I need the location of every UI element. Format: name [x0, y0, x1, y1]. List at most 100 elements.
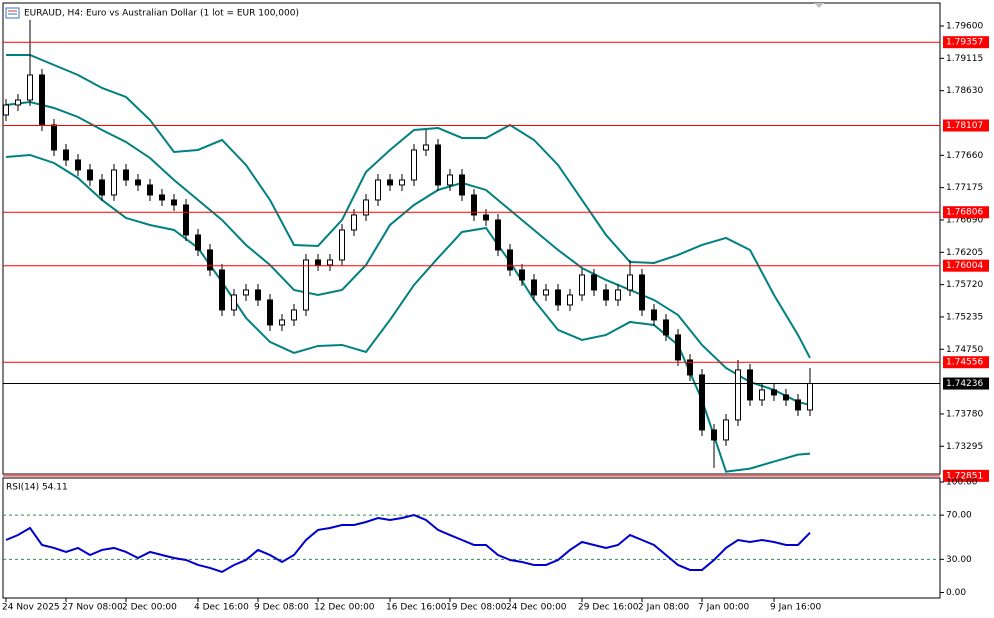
candle-body	[783, 394, 789, 401]
rsi-panel	[2, 477, 941, 599]
y-tick-label: 1.73295	[946, 442, 983, 452]
level-label-box	[943, 119, 989, 132]
level-label: 1.78107	[946, 121, 983, 131]
candle-body	[639, 274, 645, 311]
level-label: 1.76806	[946, 208, 983, 218]
y-tick-label: 1.73780	[946, 409, 983, 419]
candle-body	[279, 319, 285, 326]
y-tick-label: 1.74750	[946, 345, 983, 355]
candle-body	[63, 149, 69, 161]
level-label: 1.79357	[946, 38, 983, 48]
x-tick-label: 4 Dec 16:00	[194, 603, 249, 613]
candle-body	[123, 169, 129, 181]
candle-body	[351, 214, 357, 231]
y-tick-label: 0.00	[946, 588, 966, 598]
candle-body	[723, 419, 729, 441]
candle-body	[339, 229, 345, 261]
candle-body	[543, 289, 549, 296]
candle-body	[663, 319, 669, 336]
candle-body	[699, 374, 705, 431]
bollinger-upper	[6, 53, 811, 359]
x-tick-label: 24 Dec 00:00	[506, 603, 567, 613]
candle-body	[459, 174, 465, 196]
candle-body	[531, 279, 537, 296]
candle-body	[183, 204, 189, 236]
candle-body	[267, 299, 273, 326]
candle-body	[219, 269, 225, 311]
candle-body	[3, 104, 9, 116]
candle-body	[15, 99, 21, 106]
level-label-box	[943, 469, 989, 482]
current-price-box	[943, 377, 989, 390]
candle-body	[423, 144, 429, 151]
shift-marker	[814, 3, 824, 8]
y-tick-label: 1.75235	[946, 312, 983, 322]
x-tick-label: 2 Dec 00:00	[122, 603, 177, 613]
x-tick-label: 2 Jan 08:00	[638, 603, 690, 613]
current-price-label: 1.74236	[946, 379, 983, 389]
candle-body	[735, 369, 741, 421]
candle-body	[75, 159, 81, 171]
candle-body	[591, 274, 597, 291]
x-tick-label: 29 Dec 16:00	[578, 603, 639, 613]
y-tick-label: 1.77660	[946, 151, 983, 161]
candle-body	[147, 184, 153, 196]
candle-body	[399, 179, 405, 186]
y-tick-label: 70.00	[946, 511, 972, 521]
candle-body	[807, 383, 813, 411]
bollinger-middle	[5, 100, 811, 406]
candle-body	[411, 149, 417, 181]
candle-body	[375, 179, 381, 201]
candle-body	[99, 179, 105, 196]
candle-body	[747, 369, 753, 401]
candle-body	[51, 124, 57, 151]
main-panel	[2, 2, 941, 475]
x-tick-label: 24 Nov 2025	[2, 603, 60, 613]
candle-body	[711, 429, 717, 441]
y-tick-label: 100.00	[946, 478, 978, 488]
level-label-box	[943, 259, 989, 272]
level-label-box	[943, 36, 989, 49]
x-tick-label: 7 Jan 00:00	[698, 603, 750, 613]
y-tick-label: 1.79600	[946, 21, 983, 31]
candle-body	[507, 249, 513, 271]
candle-body	[435, 144, 441, 186]
candle-body	[519, 269, 525, 281]
y-tick-label: 1.79115	[946, 54, 983, 64]
candle-body	[759, 389, 765, 401]
candle-body	[195, 234, 201, 251]
candle-body	[327, 259, 333, 266]
candle-body	[387, 179, 393, 186]
candle-body	[231, 294, 237, 311]
candle-body	[567, 294, 573, 306]
x-tick-label: 27 Nov 08:00	[62, 603, 123, 613]
y-tick-label: 1.75720	[946, 280, 983, 290]
level-label: 1.72851	[946, 471, 983, 481]
chart-title: EURAUD, H4: Euro vs Australian Dollar (1…	[24, 9, 299, 19]
candle-body	[795, 399, 801, 411]
level-label-box	[943, 206, 989, 219]
candle-body	[627, 274, 633, 291]
y-tick-label: 30.00	[946, 555, 972, 565]
y-tick-label: 1.77175	[946, 183, 983, 193]
candle-body	[291, 309, 297, 321]
candle-body	[447, 174, 453, 186]
candle-body	[111, 169, 117, 196]
y-tick-label: 1.78630	[946, 86, 983, 96]
symbol-icon	[5, 7, 20, 19]
candle-body	[483, 214, 489, 221]
candle-body	[39, 74, 45, 126]
x-tick-label: 9 Jan 16:00	[770, 603, 822, 613]
bollinger-lower	[5, 153, 811, 473]
candle-body	[579, 274, 585, 296]
candle-body	[303, 259, 309, 311]
candle-body	[363, 199, 369, 216]
candle-body	[159, 194, 165, 201]
level-label: 1.74556	[946, 358, 983, 368]
candle-body	[615, 289, 621, 301]
y-tick-label: 1.76205	[946, 248, 983, 258]
candle-body	[135, 179, 141, 186]
